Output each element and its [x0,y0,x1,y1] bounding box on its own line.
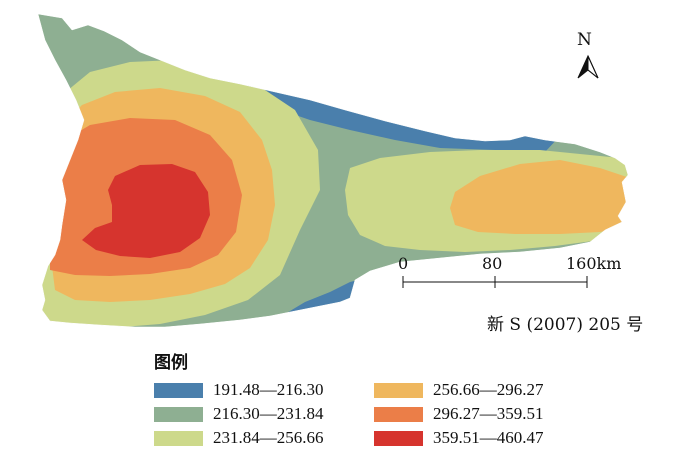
legend-swatch [154,382,203,398]
zone-359-460 [82,164,210,258]
legend-item-class-6: 359.51—460.47 [374,428,544,448]
legend-swatch [154,430,203,446]
legend-swatch [154,406,203,422]
legend-swatch [374,406,423,422]
legend-label: 296.27—359.51 [433,404,544,423]
north-arrow-icon [577,54,599,79]
legend-swatch [374,430,423,446]
scale-bar [402,276,588,288]
scale-tick-0: 0 [398,254,409,273]
legend-swatch [374,382,423,398]
legend-label: 191.48—216.30 [213,380,324,399]
legend-title: 图例 [154,353,188,373]
scale-tick-160km: 160km [566,254,622,273]
region-boundary [37,13,629,328]
zone-256-296-east [450,160,628,234]
legend-label: 256.66—296.27 [433,380,544,399]
legend-item-class-4: 256.66—296.27 [374,380,544,400]
legend-item-class-5: 296.27—359.51 [374,404,544,424]
legend-label: 216.30—231.84 [213,404,324,423]
legend-item-class-2: 216.30—231.84 [154,404,324,424]
scale-tick-80: 80 [482,254,503,273]
legend-label: 359.51—460.47 [433,428,544,447]
legend-item-class-3: 231.84—256.66 [154,428,324,448]
map-approval-number: 新 S (2007) 205 号 [487,315,644,335]
north-arrow-label: N [577,30,592,50]
legend-label: 231.84—256.66 [213,428,324,447]
legend-item-class-1: 191.48—216.30 [154,380,324,400]
